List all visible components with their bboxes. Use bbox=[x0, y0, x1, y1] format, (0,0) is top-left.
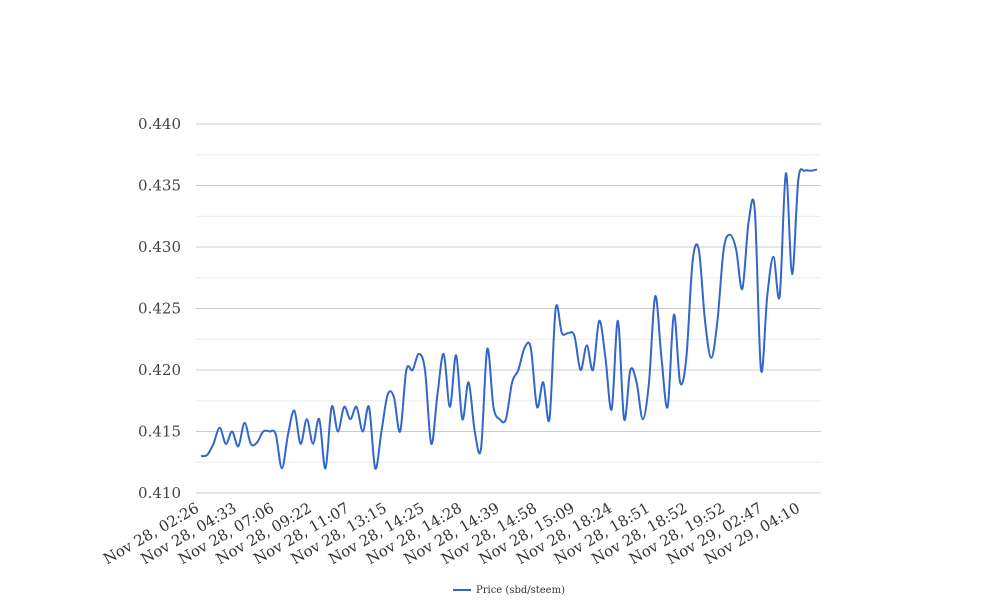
y-tick-label: 0.435 bbox=[138, 177, 181, 195]
y-axis: 0.410 0.415 0.420 0.425 0.430 0.435 0.440 bbox=[138, 115, 181, 502]
y-tick-label: 0.420 bbox=[138, 361, 181, 379]
y-tick-label: 0.415 bbox=[138, 423, 181, 441]
legend-label: Price (sbd/steem) bbox=[476, 585, 565, 596]
grid-lines bbox=[196, 123, 821, 494]
legend: Price (sbd/steem) bbox=[453, 585, 565, 596]
y-tick-label: 0.425 bbox=[138, 300, 181, 318]
series-line-price bbox=[200, 168, 818, 470]
y-tick-label: 0.430 bbox=[138, 238, 181, 256]
y-tick-label: 0.410 bbox=[138, 484, 181, 502]
y-tick-label: 0.440 bbox=[138, 115, 181, 133]
plot-area bbox=[200, 168, 818, 470]
